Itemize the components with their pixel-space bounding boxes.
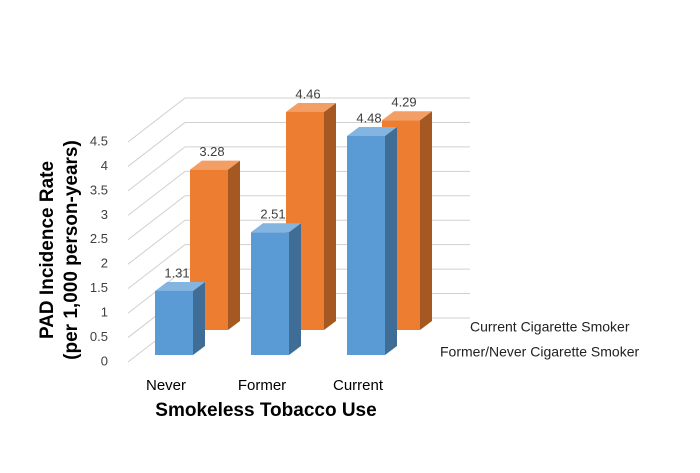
- bar-top: [286, 102, 336, 112]
- y-tick-label: 1.5: [90, 280, 108, 295]
- bar: [347, 126, 397, 355]
- bar-front: [155, 290, 193, 355]
- x-tick-label: Current: [333, 377, 384, 394]
- x-axis-title: Smokeless Tobacco Use: [155, 400, 376, 421]
- bar-front: [251, 232, 289, 355]
- legend-entry: Former/Never Cigarette Smoker: [440, 344, 640, 360]
- y-axis-title: PAD Incidence Rate (per 1,000 person-yea…: [37, 140, 82, 360]
- grid-line: [127, 244, 186, 290]
- y-tick-label: 3.5: [90, 182, 108, 197]
- y-tick-label: 0.5: [90, 329, 108, 344]
- bar-side: [324, 102, 336, 330]
- y-axis-title-line: (per 1,000 person-years): [61, 140, 82, 360]
- bar-side: [193, 281, 205, 355]
- bar-top: [251, 223, 301, 233]
- y-tick-label: 2.5: [90, 231, 108, 246]
- y-tick-label: 0: [101, 353, 108, 368]
- grid-line: [127, 122, 186, 167]
- bar-side: [420, 111, 432, 331]
- bar-side: [289, 223, 301, 355]
- y-tick-label: 4: [101, 158, 108, 173]
- x-tick-label: Never: [146, 377, 186, 394]
- value-label: 4.29: [391, 95, 416, 110]
- value-label: 4.46: [295, 86, 320, 101]
- y-axis-title-line: PAD Incidence Rate: [37, 161, 58, 339]
- y-tick-label: 2: [101, 256, 108, 271]
- bar-top: [155, 281, 205, 291]
- grid-line: [127, 97, 186, 143]
- y-tick-label: 1: [101, 305, 108, 320]
- value-label: 3.28: [199, 144, 224, 159]
- bar-side: [228, 160, 240, 330]
- bar-top: [190, 160, 240, 170]
- legend-entry: Current Cigarette Smoker: [470, 319, 630, 335]
- y-tick-label: 4.5: [90, 133, 108, 148]
- value-label: 1.31: [164, 265, 189, 280]
- bar: [155, 281, 205, 355]
- bar-side: [385, 126, 397, 355]
- bar-top: [382, 111, 432, 121]
- bar: [251, 223, 301, 355]
- bar-top: [347, 126, 397, 136]
- grid-line: [127, 146, 186, 192]
- value-label: 4.48: [356, 110, 381, 125]
- bar-front: [347, 135, 385, 355]
- grid-line: [127, 219, 186, 265]
- y-tick-label: 3: [101, 207, 108, 222]
- grid-line: [127, 170, 186, 216]
- value-label: 2.51: [260, 207, 285, 222]
- x-tick-label: Former: [238, 377, 286, 394]
- grid-line: [127, 195, 186, 241]
